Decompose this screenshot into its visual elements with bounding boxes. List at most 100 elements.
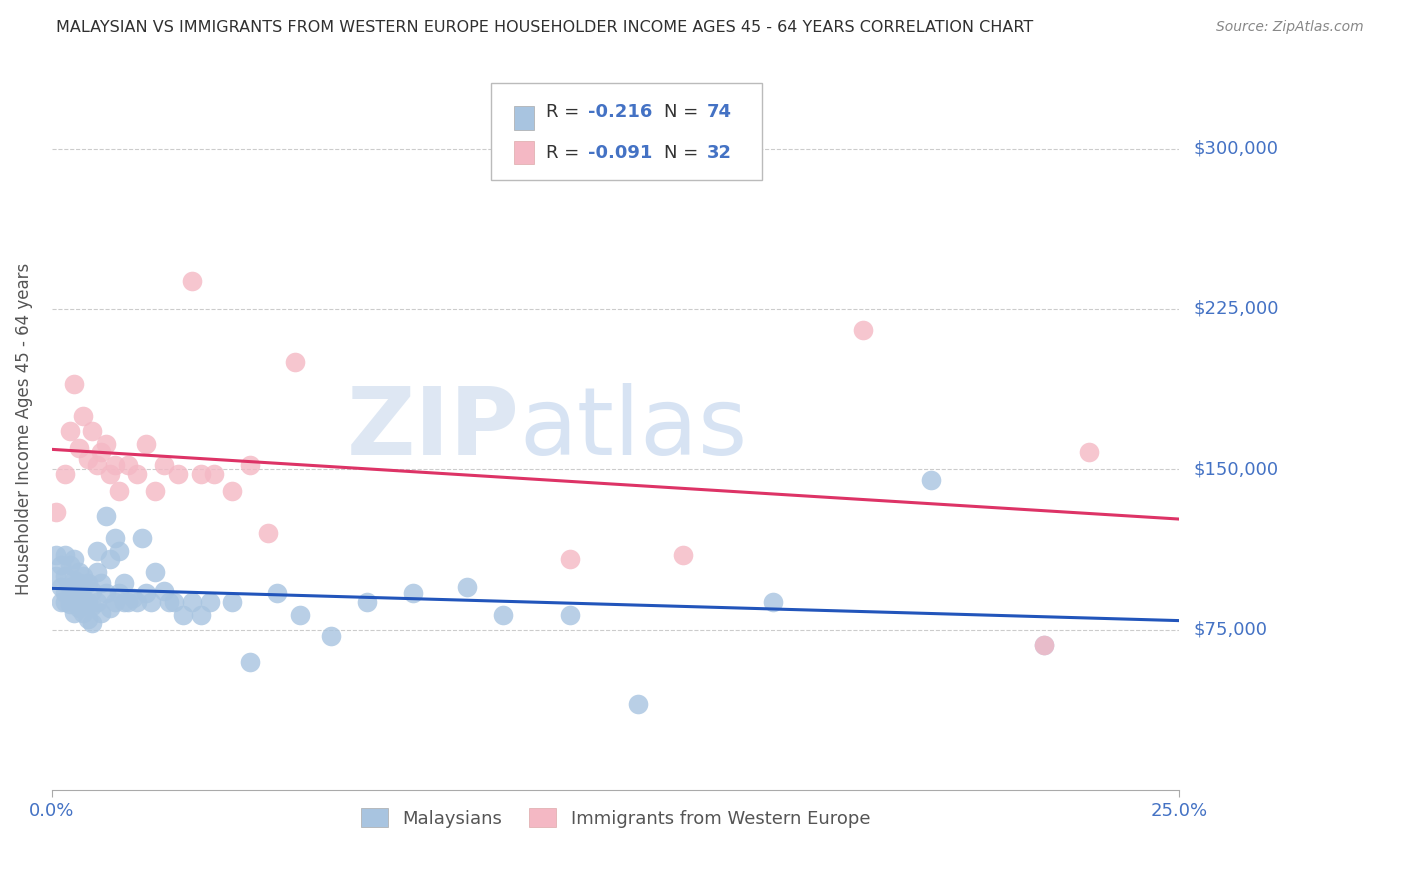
Point xyxy=(49,580,72,594)
Point xyxy=(560,552,582,566)
Point xyxy=(76,451,98,466)
Point xyxy=(108,483,131,498)
Point xyxy=(190,467,212,481)
Point xyxy=(67,575,90,590)
Point xyxy=(76,575,98,590)
Point xyxy=(221,595,243,609)
Point xyxy=(76,595,98,609)
Point xyxy=(135,586,157,600)
Point xyxy=(104,458,127,472)
Point xyxy=(59,558,82,573)
Point xyxy=(45,505,67,519)
Point xyxy=(672,548,695,562)
Point xyxy=(284,355,307,369)
Point xyxy=(131,531,153,545)
Text: 74: 74 xyxy=(707,103,731,121)
Point xyxy=(100,601,122,615)
Text: N =: N = xyxy=(664,144,704,161)
Y-axis label: Householder Income Ages 45 - 64 years: Householder Income Ages 45 - 64 years xyxy=(15,263,32,595)
Point xyxy=(63,595,86,609)
Point xyxy=(560,607,582,622)
Point xyxy=(49,558,72,573)
Point xyxy=(63,584,86,599)
Point xyxy=(221,483,243,498)
Point xyxy=(53,569,76,583)
Point xyxy=(104,595,127,609)
Point xyxy=(67,441,90,455)
Point xyxy=(117,458,139,472)
Text: $75,000: $75,000 xyxy=(1194,621,1267,639)
Point xyxy=(401,586,423,600)
Point xyxy=(49,595,72,609)
Point xyxy=(63,606,86,620)
Point xyxy=(321,629,343,643)
Point xyxy=(76,612,98,626)
FancyBboxPatch shape xyxy=(515,141,534,164)
Text: $300,000: $300,000 xyxy=(1194,140,1278,158)
Point xyxy=(145,483,167,498)
Text: ZIP: ZIP xyxy=(347,384,520,475)
Point xyxy=(90,445,112,459)
Point xyxy=(72,591,94,605)
Point xyxy=(59,580,82,594)
Point xyxy=(112,575,135,590)
Point xyxy=(920,473,942,487)
Text: Source: ZipAtlas.com: Source: ZipAtlas.com xyxy=(1216,20,1364,34)
Point xyxy=(108,543,131,558)
Point xyxy=(90,575,112,590)
Point xyxy=(266,586,288,600)
Point xyxy=(45,548,67,562)
Point xyxy=(108,586,131,600)
Text: N =: N = xyxy=(664,103,704,121)
Point xyxy=(94,436,117,450)
Point xyxy=(100,467,122,481)
Point xyxy=(90,606,112,620)
Point xyxy=(53,586,76,600)
Point xyxy=(239,655,262,669)
Point xyxy=(82,599,104,613)
Text: -0.216: -0.216 xyxy=(588,103,652,121)
Point xyxy=(257,526,280,541)
Point xyxy=(190,607,212,622)
Point xyxy=(1032,638,1054,652)
Point xyxy=(239,458,262,472)
Text: R =: R = xyxy=(546,144,585,161)
Text: MALAYSIAN VS IMMIGRANTS FROM WESTERN EUROPE HOUSEHOLDER INCOME AGES 45 - 64 YEAR: MALAYSIAN VS IMMIGRANTS FROM WESTERN EUR… xyxy=(56,20,1033,35)
Point xyxy=(157,595,180,609)
Point xyxy=(456,580,478,594)
Point xyxy=(82,584,104,599)
Point xyxy=(1032,638,1054,652)
Point xyxy=(127,467,149,481)
Point xyxy=(627,698,650,712)
Point xyxy=(67,586,90,600)
Point xyxy=(202,467,225,481)
Point xyxy=(72,606,94,620)
FancyBboxPatch shape xyxy=(515,106,534,130)
Point xyxy=(1077,445,1099,459)
Point xyxy=(45,569,67,583)
Point xyxy=(59,424,82,438)
Point xyxy=(67,601,90,615)
Point xyxy=(63,574,86,588)
Point xyxy=(72,409,94,423)
Point xyxy=(82,616,104,631)
Text: atlas: atlas xyxy=(520,384,748,475)
FancyBboxPatch shape xyxy=(492,83,762,180)
Point xyxy=(288,607,311,622)
Point xyxy=(53,595,76,609)
Point xyxy=(139,595,162,609)
Point xyxy=(356,595,378,609)
Point xyxy=(53,548,76,562)
Point xyxy=(53,467,76,481)
Point xyxy=(127,595,149,609)
Point xyxy=(94,509,117,524)
Point xyxy=(104,531,127,545)
Text: 32: 32 xyxy=(707,144,731,161)
Point xyxy=(172,607,194,622)
Point xyxy=(198,595,221,609)
Point xyxy=(117,595,139,609)
Point xyxy=(852,323,875,337)
Text: R =: R = xyxy=(546,103,585,121)
Point xyxy=(167,467,190,481)
Point xyxy=(63,552,86,566)
